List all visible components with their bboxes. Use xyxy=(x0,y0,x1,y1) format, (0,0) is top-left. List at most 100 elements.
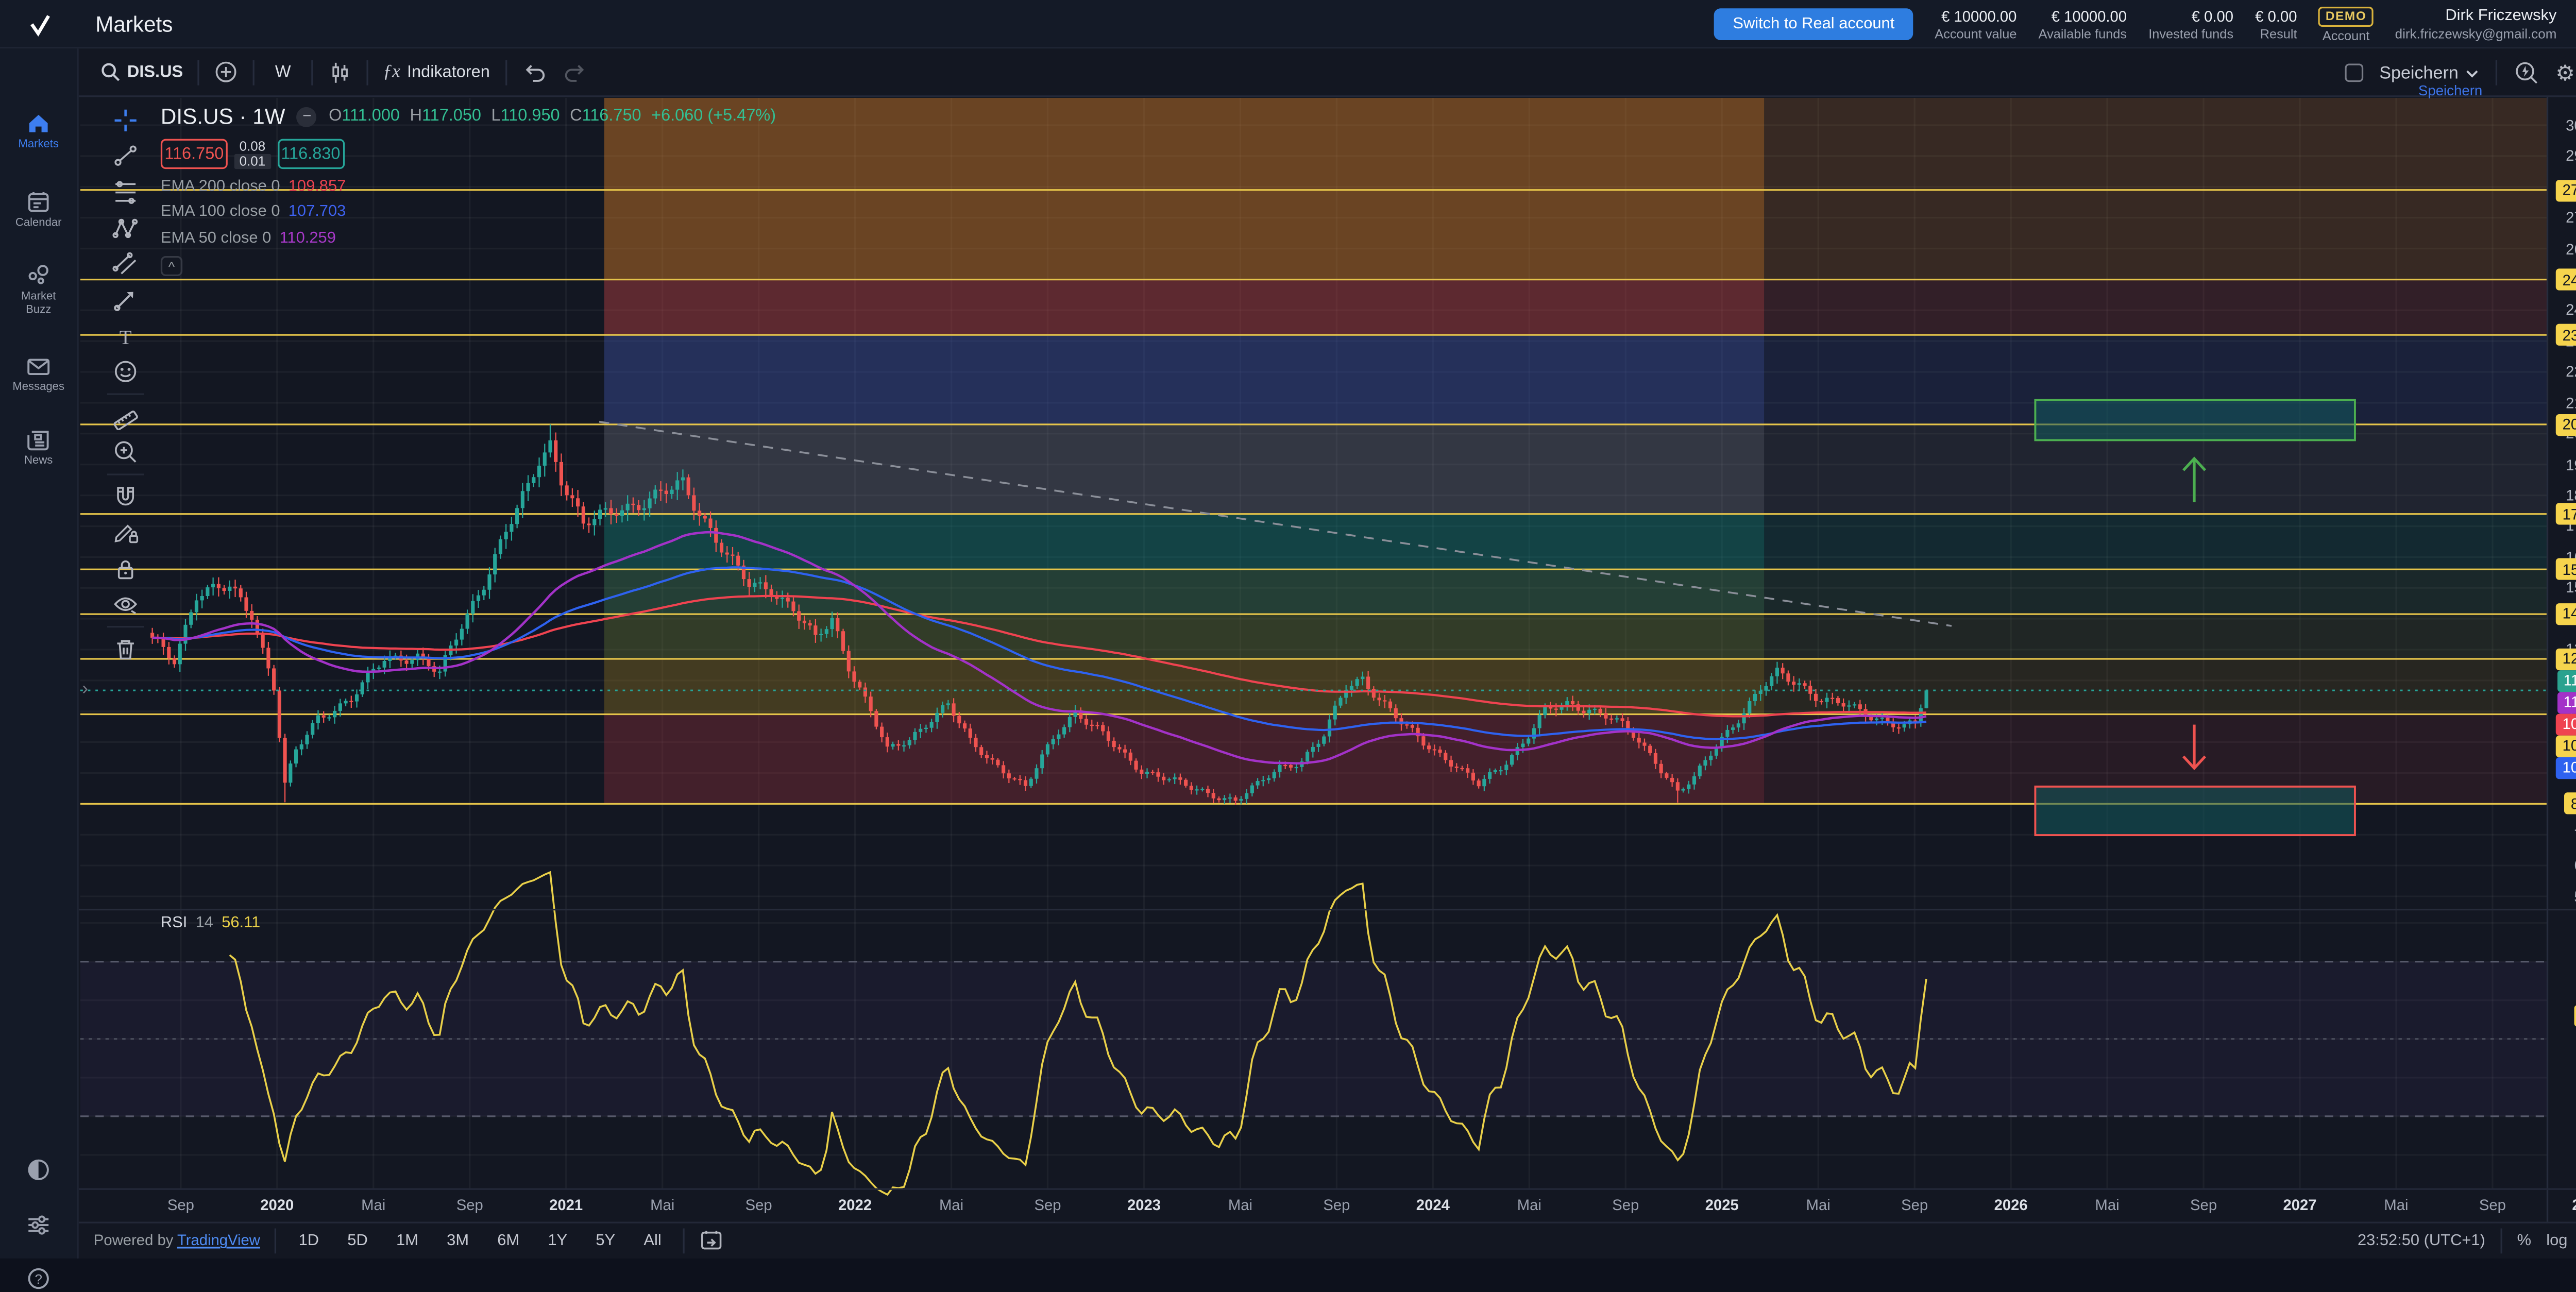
indicators-button[interactable]: ƒx Indikatoren xyxy=(383,62,490,82)
range-1m[interactable]: 1M xyxy=(396,1231,418,1250)
undo-button[interactable] xyxy=(522,59,547,84)
range-all[interactable]: All xyxy=(643,1231,662,1250)
home-icon xyxy=(25,110,52,135)
object-tree-toggle[interactable]: › xyxy=(82,679,89,700)
range-1d[interactable]: 1D xyxy=(298,1231,319,1250)
toolbar-separator xyxy=(683,1228,685,1253)
price-badge: 126.982 xyxy=(2555,648,2576,670)
price-badge: 202.990 xyxy=(2555,413,2576,435)
ema-100-row[interactable]: EMA 100 close 0 107.703 xyxy=(160,202,346,221)
compare-add-button[interactable] xyxy=(215,60,238,83)
symbol-search[interactable]: DIS.US xyxy=(100,62,183,82)
ema-200-row[interactable]: EMA 200 close 0 109.857 xyxy=(160,176,346,195)
range-1y[interactable]: 1Y xyxy=(548,1231,568,1250)
range-3m[interactable]: 3M xyxy=(447,1231,469,1250)
tool-drawing-pin[interactable] xyxy=(107,515,144,551)
theme-toggle[interactable] xyxy=(0,1157,77,1183)
bubbles-icon xyxy=(25,263,52,288)
price-tick: 300.000 xyxy=(2566,116,2576,134)
chevron-down-icon xyxy=(2465,68,2479,78)
range-5d[interactable]: 5D xyxy=(347,1231,368,1250)
legend-collapse-button[interactable]: ^ xyxy=(160,255,183,276)
tool-xabcd-pattern[interactable] xyxy=(107,210,144,246)
time-label: 2022 xyxy=(838,1196,872,1214)
sidebar-item-news[interactable]: News xyxy=(0,427,77,468)
stat-result: € 0.00 Result xyxy=(2255,7,2297,41)
ema-50-row[interactable]: EMA 50 close 0 110.259 xyxy=(160,228,336,247)
save-layout-button[interactable]: Speichern xyxy=(2379,63,2479,83)
tool-crosshair[interactable] xyxy=(107,102,144,138)
tool-text[interactable]: T xyxy=(107,318,144,354)
range-5y[interactable]: 5Y xyxy=(596,1231,616,1250)
buy-button[interactable]: 116.830 xyxy=(277,139,344,169)
time-label: 2028 xyxy=(2572,1190,2576,1222)
chart-style-button[interactable] xyxy=(328,59,351,84)
gear-icon[interactable]: ⚙︎ xyxy=(2555,60,2575,86)
price-badge: 278.998 xyxy=(2555,179,2576,201)
layout-checkbox[interactable] xyxy=(2344,63,2363,82)
plus-circle-icon xyxy=(215,60,238,83)
newspaper-icon xyxy=(25,427,52,452)
price-chart[interactable] xyxy=(0,0,2576,1257)
tool-fib-retracement[interactable] xyxy=(107,174,144,210)
price-tick: 260.000 xyxy=(2566,240,2576,257)
price-badge: 156.008 xyxy=(2555,558,2576,581)
toolbar-separator xyxy=(2495,60,2497,86)
time-label: Mai xyxy=(361,1196,386,1214)
time-label: Sep xyxy=(456,1196,483,1214)
tool-emoji[interactable] xyxy=(107,354,144,390)
percent-scale-toggle[interactable]: % xyxy=(2517,1231,2532,1250)
tool-remove-all[interactable] xyxy=(107,631,144,667)
price-tick: 190.000 xyxy=(2566,456,2576,473)
price-tick: 290.000 xyxy=(2566,147,2576,165)
rsi-legend[interactable]: RSI 14 56.11 xyxy=(160,913,261,932)
user-info: Dirk Friczewsky dirk.friczewsky@gmail.co… xyxy=(2395,7,2557,42)
toolbar-separator xyxy=(311,59,313,85)
time-label: 2027 xyxy=(2283,1196,2317,1214)
bottom-toolbar-right: 23:52:50 (UTC+1) % log auto xyxy=(2358,1228,2576,1253)
sell-button[interactable]: 116.750 xyxy=(160,139,228,169)
clock[interactable]: 23:52:50 (UTC+1) xyxy=(2357,1231,2485,1250)
legend-symbol[interactable]: DIS.US · 1W xyxy=(160,104,285,129)
tool-arrow-marker[interactable] xyxy=(107,282,144,318)
svg-text:?: ? xyxy=(35,1271,42,1287)
tool-parallel-channel[interactable] xyxy=(107,246,144,282)
time-axis[interactable]: Sep 2020 Mai Sep 2021 Mai Sep 2022 Mai Sep 2023 Mai… xyxy=(78,1188,2576,1222)
tool-hide-all[interactable] xyxy=(107,587,144,623)
tool-lock-all[interactable] xyxy=(107,551,144,587)
go-to-date-icon[interactable] xyxy=(700,1229,723,1252)
interval-button[interactable]: W xyxy=(275,62,291,81)
legend-collapse-icon[interactable]: − xyxy=(297,106,317,127)
help-button[interactable]: ? xyxy=(0,1265,77,1292)
price-tick: 270.000 xyxy=(2566,209,2576,226)
price-tick: 60.000 xyxy=(2574,857,2576,874)
time-label: 2020 xyxy=(260,1196,294,1214)
time-label: Sep xyxy=(2479,1196,2506,1214)
tool-trend-line[interactable] xyxy=(107,138,144,174)
sidebar-item-messages[interactable]: Messages xyxy=(0,355,77,395)
sidebar-item-calendar[interactable]: Calendar xyxy=(0,189,77,231)
time-label: Mai xyxy=(939,1196,964,1214)
price-tick: 240.000 xyxy=(2566,302,2576,319)
switch-to-real-account-button[interactable]: Switch to Real account xyxy=(1714,8,1913,40)
spread: 0.08 0.01 xyxy=(233,139,273,169)
sidebar-item-market-buzz[interactable]: Market Buzz xyxy=(0,263,77,317)
price-badge: 141.495 xyxy=(2555,603,2576,625)
price-badge: 107.703 xyxy=(2555,756,2576,778)
tool-zoom-in[interactable] xyxy=(107,434,144,470)
tradingview-link[interactable]: TradingView xyxy=(177,1232,260,1249)
range-6m[interactable]: 6M xyxy=(497,1231,520,1250)
time-label: Mai xyxy=(2095,1196,2120,1214)
brand-logo-icon[interactable] xyxy=(27,11,54,38)
price-tick: 220.000 xyxy=(2566,363,2576,381)
calendar-icon xyxy=(25,189,52,214)
tool-ruler[interactable] xyxy=(107,398,144,434)
preferences-button[interactable] xyxy=(0,1212,77,1238)
sidebar-item-markets[interactable]: Markets xyxy=(0,110,77,152)
redo-button[interactable] xyxy=(562,59,587,84)
header-right: Switch to Real account € 10000.00 Accoun… xyxy=(1714,0,2576,48)
bar-replay-icon[interactable] xyxy=(2514,60,2539,86)
tool-magnet[interactable] xyxy=(107,479,144,515)
log-scale-toggle[interactable]: log xyxy=(2546,1231,2568,1250)
price-scale[interactable]: 300.000290.000280.000270.000260.000240.0… xyxy=(2548,0,2576,1257)
